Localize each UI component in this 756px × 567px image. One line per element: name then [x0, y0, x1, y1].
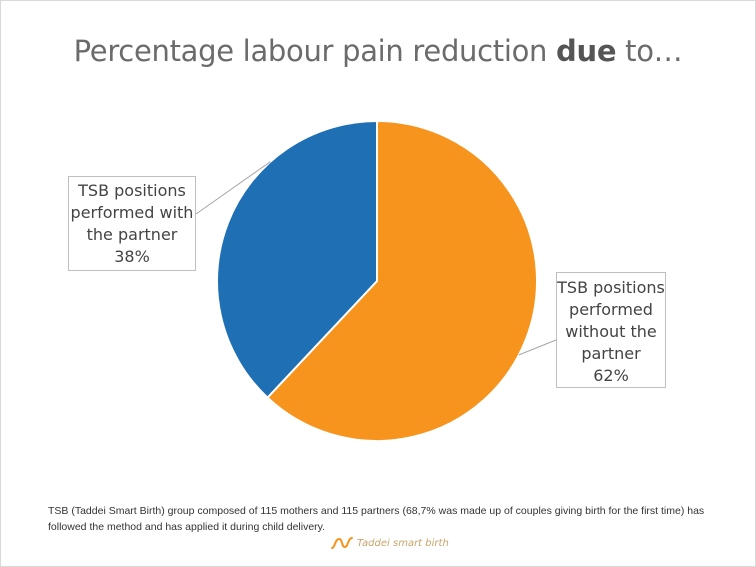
taddei-logo-icon: [331, 537, 353, 549]
label-line: performed: [569, 300, 653, 319]
callout-leader-lines: [195, 161, 557, 356]
chart-title-bold: due: [556, 34, 617, 68]
leader-line-0: [518, 339, 557, 356]
footnote: TSB (Taddei Smart Birth) group composed …: [48, 505, 705, 533]
pie-slices: [216, 119, 538, 442]
label-line: without the: [565, 322, 657, 341]
label-line: the partner: [86, 225, 178, 244]
data-label-without-partner: TSB positions performed without the part…: [556, 272, 666, 388]
chart-title-suffix: to…: [616, 34, 683, 68]
pie-slice-0: [266, 119, 538, 442]
value-label: 38%: [114, 247, 150, 266]
brand-logo: Taddei smart birth: [331, 536, 449, 550]
pie-slice-1: [216, 119, 378, 400]
leader-line-1: [195, 161, 271, 215]
brand-text: Taddei smart birth: [357, 537, 449, 549]
label-line: performed with: [70, 203, 194, 222]
label-line: partner: [581, 344, 641, 363]
label-line: TSB positions: [557, 278, 665, 297]
chart-title-prefix: Percentage labour pain reduction: [73, 34, 557, 68]
data-label-with-partner: TSB positions performed with the partner…: [68, 176, 196, 271]
value-label: 62%: [593, 366, 629, 385]
label-line: TSB positions: [78, 181, 186, 200]
chart-title: Percentage labour pain reduction due to…: [0, 34, 756, 68]
